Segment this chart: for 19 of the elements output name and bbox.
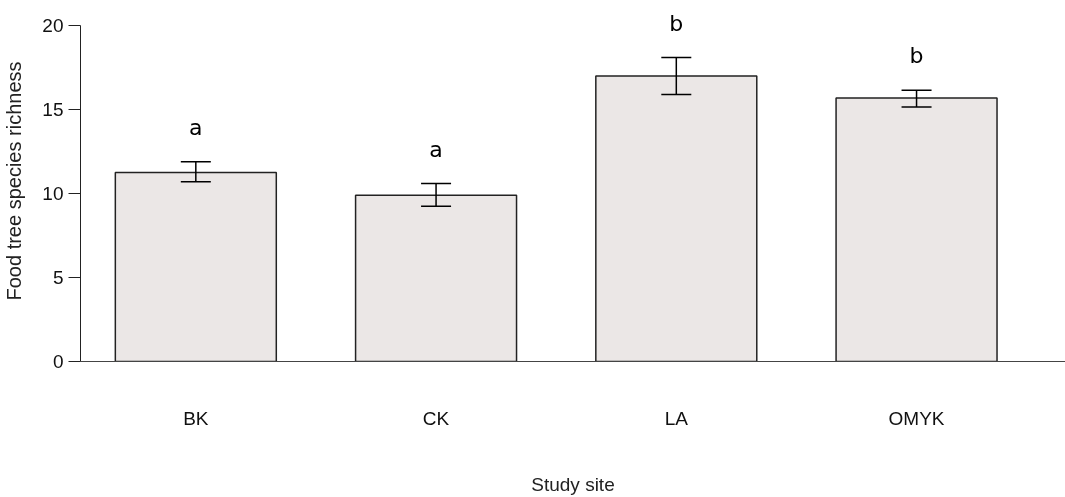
- bar: [595, 75, 758, 362]
- x-tick-label: CK: [422, 407, 450, 429]
- y-tick-label: 0: [52, 351, 64, 372]
- bar: [835, 97, 998, 362]
- bar: [114, 171, 278, 362]
- y-axis-title: Food tree species richness: [3, 61, 26, 301]
- bar: [354, 194, 518, 362]
- y-tick-label: 15: [42, 99, 64, 121]
- x-tick-label: LA: [664, 407, 689, 429]
- y-tick-label: 10: [42, 183, 64, 205]
- annotation: a: [429, 136, 443, 162]
- x-tick-label: OMYK: [888, 407, 945, 429]
- y-tick-label: 5: [52, 267, 64, 289]
- x-axis-title: Study site: [531, 473, 615, 495]
- annotation: b: [909, 43, 924, 69]
- annotation: b: [669, 10, 684, 36]
- annotation: a: [189, 114, 203, 140]
- x-tick-label: BK: [183, 407, 209, 429]
- y-tick-label: 20: [42, 15, 64, 37]
